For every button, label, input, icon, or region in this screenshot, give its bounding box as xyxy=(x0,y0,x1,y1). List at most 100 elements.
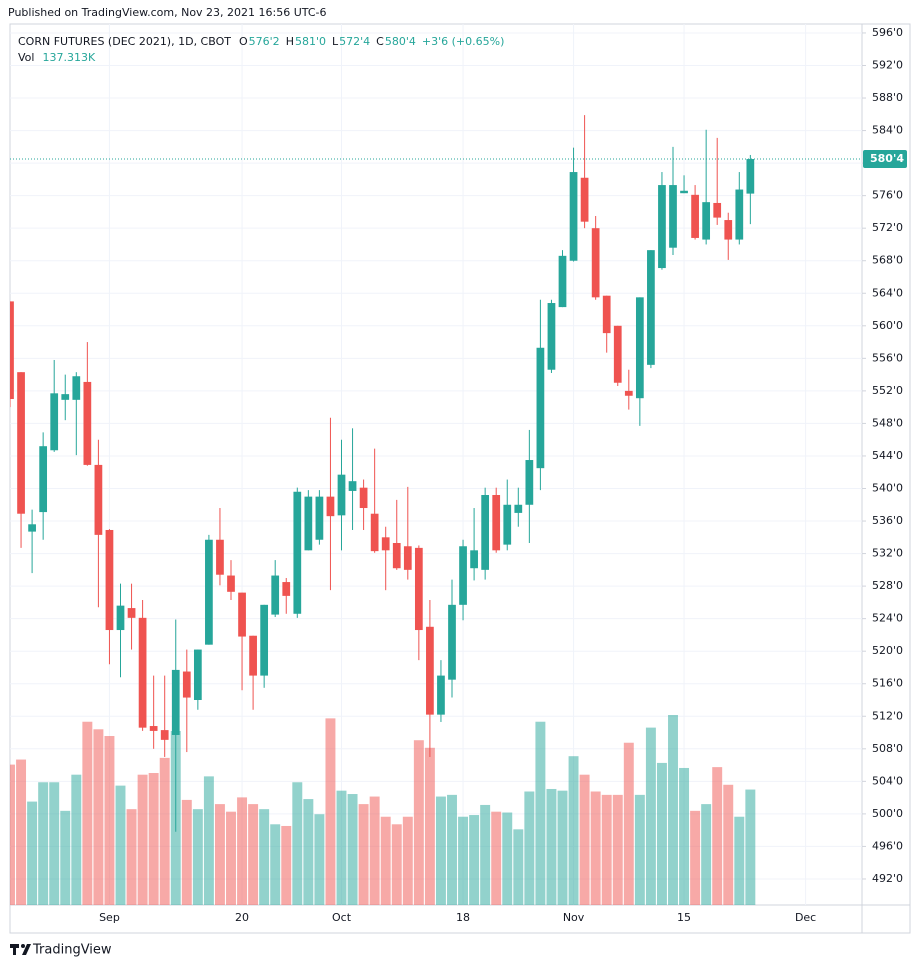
ohlc-key: H xyxy=(286,35,294,48)
y-tick-label: 532'0 xyxy=(872,547,903,560)
y-tick-label: 564'0 xyxy=(872,286,903,299)
candle-body xyxy=(702,202,711,240)
ohlc-value: 576'2 xyxy=(249,35,280,48)
volume-bar xyxy=(435,796,446,905)
candle-body xyxy=(492,495,501,551)
ohlc-key: O xyxy=(239,35,248,48)
volume-bar xyxy=(369,796,380,905)
candle-body xyxy=(591,228,600,298)
volume-bar xyxy=(568,756,579,905)
candle-body xyxy=(260,604,269,676)
volume-bar xyxy=(524,791,535,905)
volume-bar xyxy=(413,740,424,905)
candle-body xyxy=(735,189,744,240)
y-tick-label: 572'0 xyxy=(872,221,903,234)
volume-bar xyxy=(27,801,38,905)
candle-body xyxy=(227,575,235,592)
candle-body xyxy=(514,504,523,513)
volume-bar xyxy=(656,762,667,905)
x-tick-label: Nov xyxy=(563,911,585,924)
candle-body xyxy=(525,460,534,505)
volume-bar xyxy=(480,804,491,905)
candle-body xyxy=(746,159,755,194)
volume-bar xyxy=(82,721,93,905)
volume-bar xyxy=(668,715,678,905)
candle-body xyxy=(348,481,357,491)
y-tick-label: 596'0 xyxy=(872,26,903,39)
candle-body xyxy=(359,487,368,509)
last-price-marker xyxy=(863,150,907,169)
candle-body xyxy=(414,547,423,631)
candle-body xyxy=(602,295,611,334)
candle-body xyxy=(10,301,14,400)
candle-body xyxy=(315,496,324,540)
candle-body xyxy=(326,496,335,517)
candle-body xyxy=(691,194,699,238)
candle-body xyxy=(337,474,346,516)
symbol-title: CORN FUTURES (DEC 2021), 1D, CBOT xyxy=(18,35,231,48)
volume-bar xyxy=(281,825,292,905)
volume-bar xyxy=(612,794,623,905)
candle-body xyxy=(205,539,213,645)
candle-body xyxy=(116,605,125,631)
volume-bar xyxy=(546,788,557,905)
candle-body xyxy=(282,582,291,596)
volume-bar xyxy=(623,742,634,905)
volume-bar xyxy=(336,790,347,905)
volume-key: Vol xyxy=(18,51,34,64)
volume-bar xyxy=(513,829,524,905)
volume-bar xyxy=(590,791,601,905)
y-tick-label: 504'0 xyxy=(872,774,903,787)
candle-body xyxy=(94,464,103,535)
volume-bar xyxy=(148,773,159,905)
y-tick-label: 592'0 xyxy=(872,58,903,71)
ohlc-value: 580'4 xyxy=(385,35,416,48)
volume-bar xyxy=(126,809,137,905)
candle-body xyxy=(160,730,169,740)
footer-brand: TradingView xyxy=(32,943,112,958)
volume-bar xyxy=(712,767,723,905)
published-note: Published on TradingView.com, Nov 23, 20… xyxy=(8,6,327,19)
ohlc-key: L xyxy=(332,35,339,48)
candle-body xyxy=(536,347,545,469)
candle-body xyxy=(28,524,36,532)
y-tick-label: 492'0 xyxy=(872,872,903,885)
volume-bar xyxy=(491,811,502,905)
y-tick-label: 588'0 xyxy=(872,91,903,104)
volume-bar xyxy=(226,811,236,905)
axes: 596'0592'0588'0584'0580'0576'0572'0568'0… xyxy=(99,26,907,924)
x-tick-label: Dec xyxy=(795,911,816,924)
candle-body xyxy=(547,303,556,370)
y-tick-label: 500'0 xyxy=(872,807,903,820)
candle-body xyxy=(680,190,688,194)
volume-bar xyxy=(71,774,82,905)
y-tick-label: 560'0 xyxy=(872,319,903,332)
volume-bar xyxy=(701,804,712,905)
candle-body xyxy=(437,675,445,715)
y-tick-label: 556'0 xyxy=(872,351,903,364)
candle-body xyxy=(50,393,59,451)
volume-bar xyxy=(38,782,49,905)
volume-bar xyxy=(248,804,259,905)
candle-body xyxy=(304,496,313,551)
candle-body xyxy=(658,185,666,269)
volume-bar xyxy=(60,810,71,905)
candle-body xyxy=(171,669,180,735)
candle-body xyxy=(613,325,622,383)
candle-body xyxy=(370,513,379,552)
volume-bar xyxy=(579,774,590,905)
volume-bar xyxy=(380,816,391,905)
volume-bar xyxy=(303,799,314,905)
volume-bar xyxy=(535,721,546,905)
candle-body xyxy=(470,550,478,569)
candle-body xyxy=(83,381,92,465)
candle-body xyxy=(72,376,81,400)
candle-body xyxy=(448,604,456,680)
volume-bar xyxy=(259,809,270,905)
volume-bar xyxy=(10,764,15,905)
volume-bar xyxy=(502,812,513,905)
volume-bar xyxy=(402,816,413,905)
volume-bar xyxy=(723,784,734,905)
ohlc-key: C xyxy=(376,35,384,48)
